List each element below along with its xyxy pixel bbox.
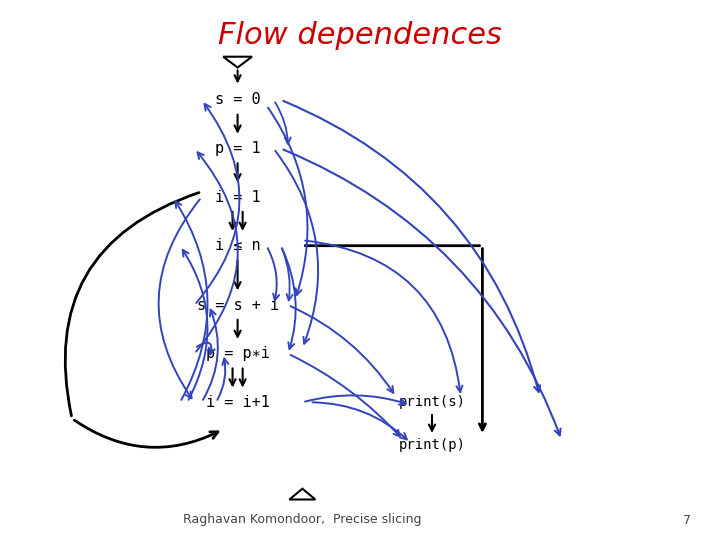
Text: Raghavan Komondoor,  Precise slicing: Raghavan Komondoor, Precise slicing [183, 514, 422, 526]
Text: i = 1: i = 1 [215, 190, 261, 205]
Text: i ≤ n: i ≤ n [215, 238, 261, 253]
Text: print(s): print(s) [398, 395, 466, 409]
Text: print(p): print(p) [398, 438, 466, 453]
Text: s = s + i: s = s + i [197, 298, 279, 313]
Text: p = 1: p = 1 [215, 141, 261, 156]
Text: Flow dependences: Flow dependences [218, 21, 502, 50]
Text: i = i+1: i = i+1 [206, 395, 269, 410]
Text: 7: 7 [683, 514, 691, 526]
Text: p = p∗i: p = p∗i [206, 346, 269, 361]
Text: s = 0: s = 0 [215, 92, 261, 107]
